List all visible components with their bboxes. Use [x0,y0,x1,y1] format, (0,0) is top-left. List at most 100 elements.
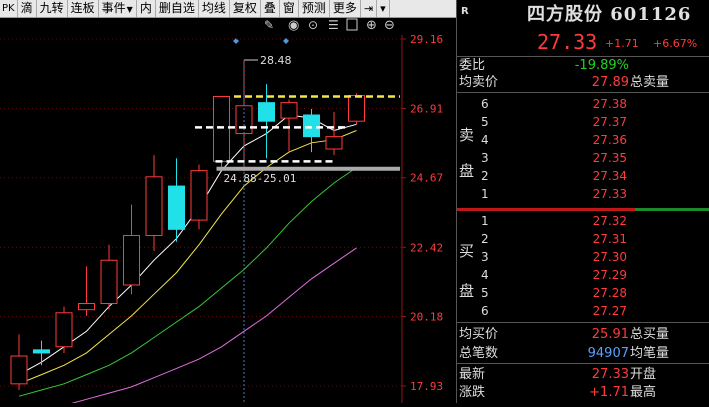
di-button[interactable]: 滴 [18,0,37,17]
ask-price: 27.37 [592,115,627,129]
ask-level: 5 [481,115,489,129]
avg-buy-label: 均买价 [459,327,499,342]
price-tick-label: 26.91 [410,103,443,116]
bid-price: 27.30 [592,250,627,264]
zoom-out-icon[interactable]: ⊖ [384,18,395,33]
candle-body [280,102,298,119]
chart-tool-icons: ✎ ◉ ⊙ ☰ ⊕ ⊖ [233,18,395,44]
weibi-row: 委比 -19.89% [457,58,709,73]
latest-row: 最新 27.33 开盘 [457,367,709,382]
r-mark: R [461,6,469,17]
bid-level: 6 [481,304,489,318]
price-tick-label: 20.18 [410,310,443,323]
high-annotation-label: 28.48 [260,54,292,67]
collapse-right-icon[interactable]: ⇥ [361,0,378,17]
quote-panel: R 四方股份 601126 27.33 +1.71 +6.67% 委比 -19.… [456,0,709,403]
settings-icon[interactable]: ☰ [328,18,339,32]
change-row: 涨跌 +1.71 最高 [457,385,709,400]
bid-row: 4 27.29 [457,267,709,284]
latest-value: 27.33 [591,367,629,382]
candle-body [55,312,73,348]
avg-buy-value: 25.91 [591,327,629,342]
candle-body [100,259,118,304]
nei-button[interactable]: 内 [137,0,156,17]
bid-price: 27.31 [592,232,627,246]
ma-button[interactable]: 均线 [199,0,230,17]
high-label: 最高 [630,385,657,400]
ask-level: 4 [481,133,489,147]
candle-body [190,170,208,221]
weibi-value: -19.89% [574,58,629,73]
bid-row: 5 27.28 [457,285,709,302]
remove-watchlist-button[interactable]: 删自选 [156,0,199,17]
bid-price: 27.32 [592,214,627,228]
price-row: 27.33 +1.71 +6.67% [457,30,709,54]
open-label: 开盘 [630,367,657,382]
change-label: 涨跌 [459,385,486,400]
ask-level: 1 [481,187,489,201]
eye-icon[interactable]: ◉ [288,18,299,33]
jiuzhuan-button[interactable]: 九转 [37,0,68,17]
candle-body [258,102,275,122]
zoom-in-icon[interactable]: ⊕ [366,18,377,33]
divider [457,322,709,323]
marker-diamond-icon [233,38,239,44]
bid-level: 5 [481,286,489,300]
ask-price: 27.36 [592,133,627,147]
ask-price: 27.33 [592,187,627,201]
ask-price: 27.35 [592,151,627,165]
candles [10,60,365,391]
candle-body [123,235,140,286]
candle-body [145,176,163,237]
sell-side-label-1: 卖 [459,126,475,144]
kline-chart-area[interactable]: ✎ ◉ ⊙ ☰ ⊕ ⊖ 28.48 24.88-25.01 29.16 26.91 2… [0,17,456,407]
ask-row: 5 27.37 [457,114,709,131]
chevron-down-icon: ▼ [126,5,133,14]
avg-sell-label: 均卖价 [459,75,499,90]
adjust-button[interactable]: 复权 [230,0,261,17]
bid-level: 3 [481,250,489,264]
sell-side-label-2: 盘 [459,162,475,180]
predict-button[interactable]: 预测 [299,0,330,17]
price-tick-label: 24.67 [410,172,443,185]
total-buy-label: 总买量 [630,327,670,342]
buy-side-label-1: 买 [459,242,475,260]
bid-level: 1 [481,214,489,228]
price-change: +1.71 [605,37,639,50]
avg-trade-label: 均笔量 [630,346,670,361]
chart-overlays: 28.48 24.88-25.01 [195,54,400,403]
brush-icon[interactable]: ✎ [264,18,274,32]
window-button[interactable]: 窗 [280,0,299,17]
pk-button[interactable]: PK [0,0,18,17]
candle-body [10,355,28,385]
bid-row: 3 27.30 [457,249,709,266]
current-price: 27.33 [537,30,598,54]
ask-price: 27.34 [592,169,627,183]
candle-body [168,185,185,230]
ask-row: 2 27.34 [457,168,709,185]
ask-level: 3 [481,151,489,165]
stock-title: 四方股份 601126 [527,4,692,25]
latest-label: 最新 [459,367,486,382]
candle-body [303,114,320,138]
bid-level: 2 [481,232,489,246]
ma-lines [18,114,357,407]
lianban-button[interactable]: 连板 [68,0,99,17]
total-trades-value: 94907 [587,346,629,361]
dropdown-icon[interactable]: ▾ [377,0,390,17]
ratio-red-segment [457,208,635,211]
price-tick-label: 29.16 [410,33,443,46]
event-button[interactable]: 事件▼ [99,0,137,17]
change-value: +1.71 [589,385,629,400]
ma60-line [56,247,357,407]
overlay-button[interactable]: 叠 [261,0,280,17]
ask-row: 1 27.33 [457,186,709,203]
bid-price: 27.27 [592,304,627,318]
ask-level: 2 [481,169,489,183]
candle-body [348,95,365,122]
copy-icon[interactable] [346,18,358,31]
more-button[interactable]: 更多 [330,0,361,17]
visibility-icon[interactable]: ⊙ [308,18,318,32]
candle-body [78,302,95,311]
